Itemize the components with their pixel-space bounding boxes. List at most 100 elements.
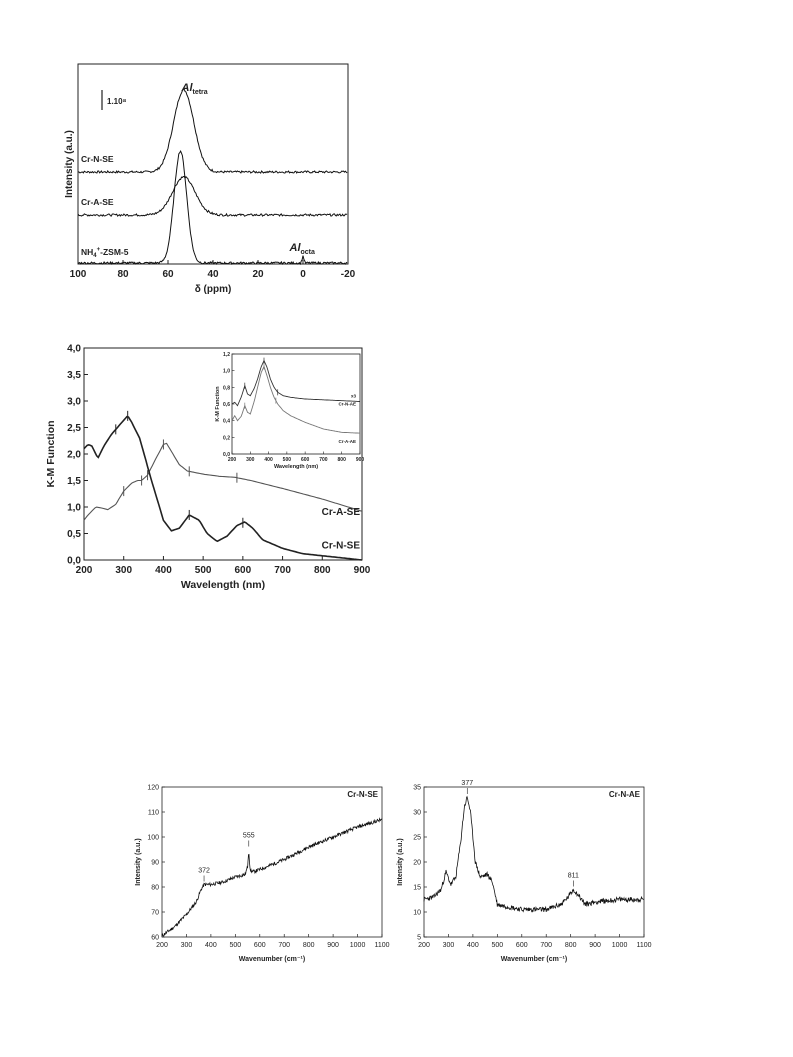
inset-y-tick-label: 0,8	[223, 385, 230, 391]
x-tick-label: 500	[491, 942, 503, 949]
uv-series-line	[83, 415, 363, 561]
y-tick-label: 20	[413, 860, 421, 867]
plot-frame	[423, 786, 645, 938]
peak-label: 377	[461, 780, 473, 787]
inset-y-tick-label: 0,4	[223, 419, 230, 425]
chart-title: Cr-N-AE	[609, 790, 641, 799]
inset-x-tick-label: 900	[356, 457, 365, 463]
chart-title: Cr-N-SE	[347, 790, 378, 799]
x-tick-label: 900	[354, 565, 371, 576]
raman-series-line	[161, 817, 383, 937]
y-tick-label: 4,0	[67, 344, 81, 355]
x-tick-label: 200	[418, 942, 430, 949]
x-tick-label: 700	[278, 942, 290, 949]
raman-se-chart: 200 300 400 500 600 700 800 900 1000 1100 60 70 80 90…	[130, 775, 390, 975]
x-tick-label: 900	[589, 942, 601, 949]
series-label: Cr-A-SE	[322, 507, 361, 518]
peak-label: 555	[243, 833, 255, 840]
y-tick-label: 70	[151, 910, 159, 917]
nmr-series-line	[77, 88, 348, 174]
y-tick-label: 0,0	[67, 556, 81, 567]
x-axis-label: δ (ppm)	[195, 284, 232, 295]
y-tick-label: 100	[147, 835, 159, 842]
nmr-chart: 100 80 60 40 20 0 -20 δ (ppm) Intensity (a.u.) 1.…	[62, 60, 362, 310]
inset-y-tick-label: 1,0	[223, 369, 230, 375]
raman-ae-chart: 200 300 400 500 600 700 800 900 1000 1100 5 10 15 20 2…	[392, 775, 652, 975]
y-tick-label: 2,0	[67, 450, 81, 461]
inset-y-tick-label: 0,0	[223, 452, 230, 458]
inset-scale-note: x3	[351, 393, 357, 398]
raman-ae-chart-svg: 200 300 400 500 600 700 800 900 1000 1100 5 10 15 20 2…	[397, 780, 652, 963]
peak-annotation: Alocta	[289, 242, 316, 256]
x-tick-label: 300	[181, 942, 193, 949]
y-tick-label: 2,5	[67, 423, 81, 434]
y-axis-label: Intensity (a.u.)	[397, 838, 404, 885]
uv-series-line	[83, 442, 363, 521]
x-tick-label: 800	[303, 942, 315, 949]
x-tick-label: 40	[207, 269, 219, 280]
x-tick-label: 700	[540, 942, 552, 949]
inset-y-tick-label: 0,6	[223, 402, 230, 408]
y-tick-label: 3,0	[67, 397, 81, 408]
peak-annotation: Altetra	[181, 82, 208, 96]
x-tick-label: 1000	[350, 942, 366, 949]
series-label: Cr-A-SE	[81, 197, 114, 207]
inset-y-axis-label: K-M Function	[215, 386, 221, 422]
inset-series-line	[231, 365, 361, 434]
y-tick-label: 15	[413, 885, 421, 892]
series-label: Cr-N-SE	[322, 540, 361, 551]
y-tick-label: 35	[413, 785, 421, 792]
x-tick-label: 300	[115, 565, 132, 576]
inset-x-tick-label: 600	[301, 457, 310, 463]
nmr-series-line	[77, 175, 348, 217]
x-tick-label: 1100	[374, 942, 389, 949]
inset-x-tick-label: 500	[283, 457, 292, 463]
raman-series-line	[423, 795, 645, 913]
y-axis-label: Intensity (a.u.)	[135, 838, 142, 885]
x-tick-label: 800	[565, 942, 577, 949]
nmr-chart-svg: 100 80 60 40 20 0 -20 δ (ppm) Intensity (a.u.) 1.…	[64, 63, 356, 295]
x-tick-label: 60	[162, 269, 174, 280]
x-tick-label: 100	[70, 269, 87, 280]
x-tick-label: 700	[274, 565, 291, 576]
x-tick-label: 500	[195, 565, 212, 576]
x-tick-label: 800	[314, 565, 331, 576]
inset-x-axis-label: Wavelength (nm)	[274, 464, 318, 470]
y-tick-label: 3,5	[67, 370, 81, 381]
inset-series-label: Cr-A-AE	[339, 439, 357, 444]
peak-label: 372	[198, 868, 210, 875]
x-tick-label: 0	[300, 269, 306, 280]
nmr-series-line	[77, 149, 348, 266]
scale-bar-label: 1.10⁸	[107, 97, 127, 106]
inset-series-line	[231, 359, 360, 407]
inset-x-tick-label: 300	[246, 457, 255, 463]
y-tick-label: 110	[148, 810, 159, 817]
x-tick-label: 600	[235, 565, 252, 576]
x-axis-label: Wavenumber (cm⁻¹)	[239, 956, 305, 963]
x-tick-label: 300	[443, 942, 455, 949]
inset-series-label: Cr-N-AE	[339, 402, 357, 407]
uvvis-chart-svg: 200 300 400 500 600 700 800 900 0,0 0,5 1,0 1,5 2,0 2…	[45, 344, 371, 592]
inset-x-tick-label: 200	[228, 457, 237, 463]
y-axis-label: K-M Function	[45, 420, 57, 487]
raman-se-chart-svg: 200 300 400 500 600 700 800 900 1000 1100 60 70 80 90…	[135, 785, 390, 964]
series-label: Cr-N-SE	[81, 154, 114, 164]
x-tick-label: 200	[76, 565, 93, 576]
y-axis-label: Intensity (a.u.)	[64, 130, 75, 198]
x-tick-label: 20	[252, 269, 264, 280]
x-tick-label: 900	[327, 942, 339, 949]
y-tick-label: 10	[413, 910, 421, 917]
x-tick-label: -20	[341, 269, 356, 280]
plot-frame	[77, 63, 349, 265]
y-tick-label: 25	[413, 835, 421, 842]
inset-y-tick-label: 0,2	[223, 435, 230, 441]
series-label: NH4+-ZSM-5	[81, 247, 129, 259]
y-tick-label: 5	[417, 935, 421, 942]
x-tick-label: 500	[229, 942, 241, 949]
y-tick-label: 1,0	[67, 503, 81, 514]
uvvis-chart: 200 300 400 500 600 700 800 900 0,0 0,5 1,0 1,5 2,0 2…	[42, 338, 382, 600]
peak-label: 811	[568, 873, 579, 880]
y-tick-label: 60	[151, 935, 159, 942]
x-axis-label: Wavenumber (cm⁻¹)	[501, 956, 567, 963]
x-tick-label: 1100	[636, 942, 651, 949]
